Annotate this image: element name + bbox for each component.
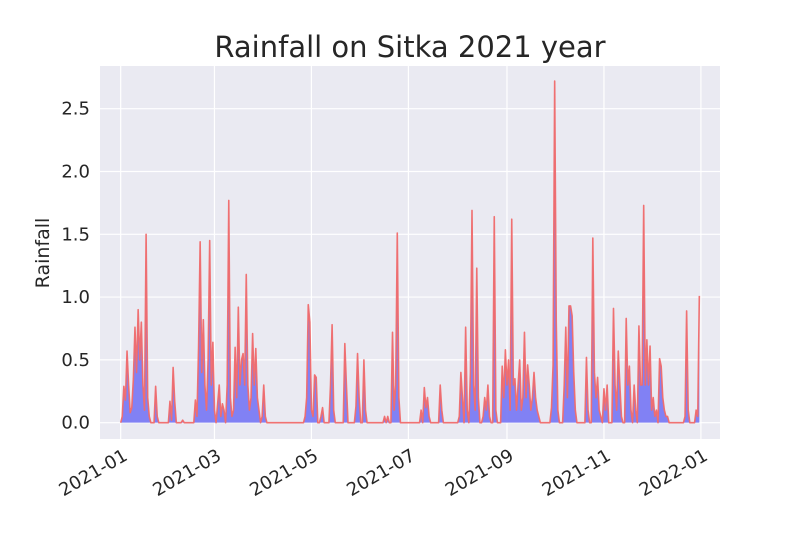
y-tick-label: 1.5 [61, 224, 90, 245]
y-tick-label: 2.5 [61, 99, 90, 120]
y-tick-label: 0.5 [61, 350, 90, 371]
rainfall-line [119, 80, 701, 424]
data-series [119, 80, 701, 424]
chart-title: Rainfall on Sitka 2021 year [214, 30, 605, 64]
y-tick-label: 1.0 [61, 287, 90, 308]
y-axis-ticks: 0.0 0.5 1.0 1.5 2.0 2.5 [61, 99, 90, 434]
y-tick-label: 2.0 [61, 161, 90, 182]
y-axis-label: Rainfall [32, 218, 54, 289]
y-tick-label: 0.0 [61, 413, 90, 434]
